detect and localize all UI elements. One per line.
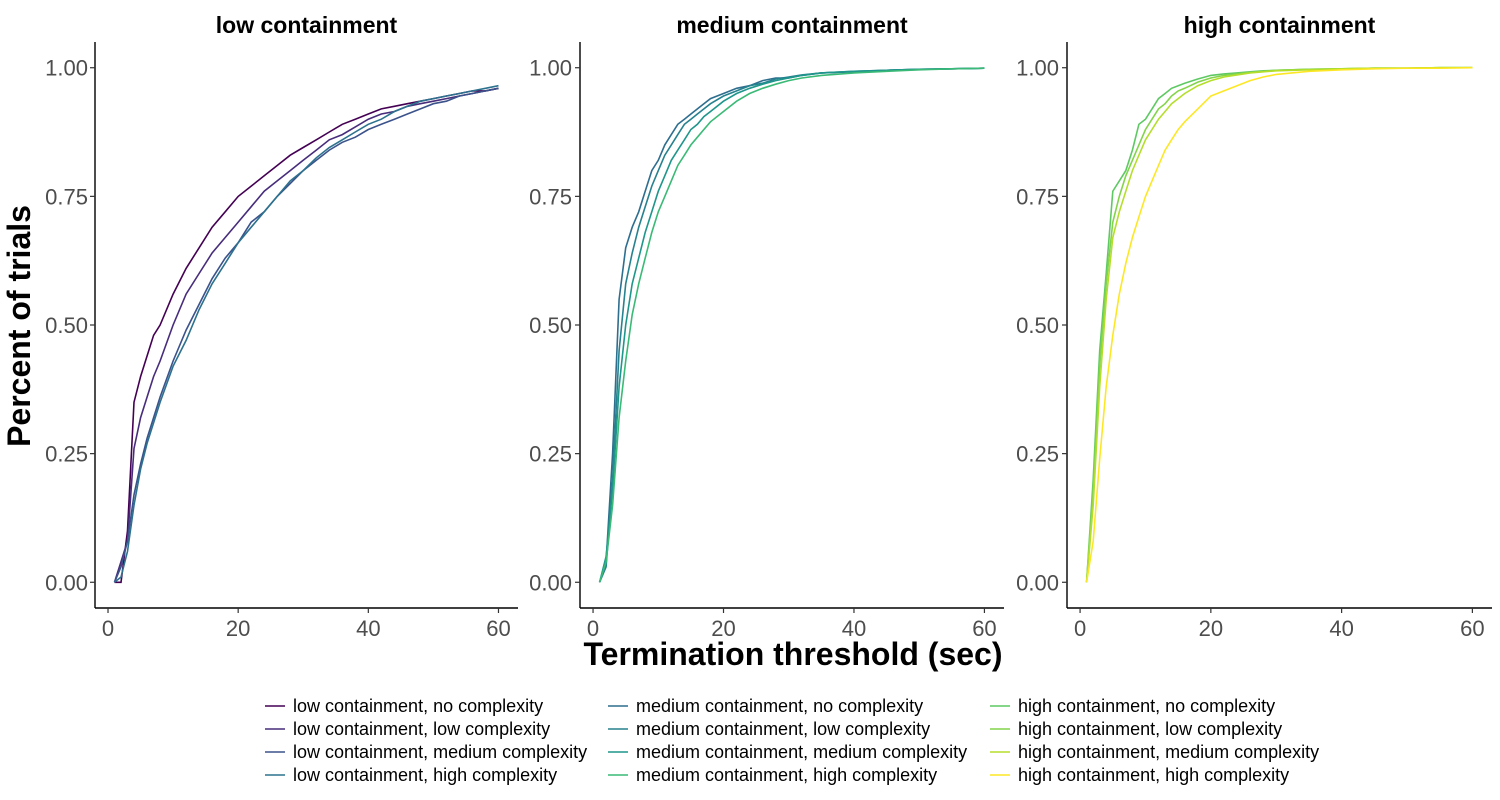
legend-label: low containment, high complexity: [293, 765, 557, 785]
x-tick-label: 20: [1199, 616, 1223, 641]
x-tick-label: 60: [486, 616, 510, 641]
legend-item: low containment, no complexity: [265, 696, 543, 716]
legend-label: low containment, low complexity: [293, 719, 550, 739]
legend-item: high containment, low complexity: [990, 719, 1282, 739]
legend-label: high containment, high complexity: [1018, 765, 1289, 785]
series-line: [598, 67, 985, 583]
legend-item: high containment, no complexity: [990, 696, 1275, 716]
y-tick-label: 1.00: [45, 56, 88, 81]
series-line: [598, 67, 985, 583]
legend-item: medium containment, low complexity: [608, 719, 930, 739]
y-tick-label: 0.75: [45, 184, 88, 209]
y-tick-label: 0.50: [1016, 313, 1059, 338]
legend-label: low containment, medium complexity: [293, 742, 587, 762]
x-tick-label: 0: [102, 616, 114, 641]
y-tick-label: 0.25: [529, 442, 572, 467]
legend-item: medium containment, medium complexity: [608, 742, 967, 762]
y-tick-label: 0.00: [1016, 570, 1059, 595]
y-tick-label: 0.25: [1016, 442, 1059, 467]
x-tick-label: 20: [226, 616, 250, 641]
series-line: [114, 87, 499, 584]
series-line: [1085, 66, 1473, 583]
y-tick-label: 1.00: [529, 56, 572, 81]
y-tick-label: 0.75: [529, 184, 572, 209]
panel-title: high containment: [1184, 12, 1376, 38]
y-tick-label: 0.00: [529, 570, 572, 595]
x-tick-label: 60: [1460, 616, 1484, 641]
legend-item: low containment, low complexity: [265, 719, 550, 739]
legend-label: medium containment, medium complexity: [636, 742, 967, 762]
legend-label: low containment, no complexity: [293, 696, 543, 716]
x-axis-title: Termination threshold (sec): [583, 636, 1002, 672]
y-tick-label: 0.75: [1016, 184, 1059, 209]
y-tick-label: 0.25: [45, 442, 88, 467]
y-tick-label: 0.50: [529, 313, 572, 338]
panel-1: low containment 0.00 0.25 0.50 0.75 1.00 0 20 40…: [45, 12, 518, 641]
series-line: [1085, 66, 1473, 583]
legend-item: high containment, medium complexity: [990, 742, 1319, 762]
panel-title: medium containment: [676, 12, 908, 38]
legend-label: medium containment, high complexity: [636, 765, 937, 785]
legend-label: medium containment, no complexity: [636, 696, 923, 716]
legend-label: high containment, no complexity: [1018, 696, 1275, 716]
panel-3: high containment 0.00 0.25 0.50 0.75 1.00 0 20 4…: [1016, 12, 1492, 641]
x-tick-label: 60: [972, 616, 996, 641]
legend-item: low containment, high complexity: [265, 765, 557, 785]
legend-item: medium containment, high complexity: [608, 765, 937, 785]
legend-item: medium containment, no complexity: [608, 696, 923, 716]
panels-layer: low containment 0.00 0.25 0.50 0.75 1.00 0 20 40…: [45, 12, 1492, 641]
series-line: [113, 87, 499, 583]
series-line: [1085, 66, 1473, 583]
series-line: [598, 67, 985, 583]
panel-2: medium containment 0.00 0.25 0.50 0.75 1.00 0 2…: [529, 12, 1004, 641]
legend-label: high containment, low complexity: [1018, 719, 1282, 739]
series-line: [114, 84, 499, 583]
legend-label: high containment, medium complexity: [1018, 742, 1319, 762]
legend-item: high containment, high complexity: [990, 765, 1289, 785]
panel-title: low containment: [216, 12, 398, 38]
series-line: [598, 67, 985, 583]
legend-label: medium containment, low complexity: [636, 719, 930, 739]
x-tick-label: 0: [587, 616, 599, 641]
series-line: [113, 87, 499, 583]
series-line: [1085, 66, 1473, 583]
legend-item: low containment, medium complexity: [265, 742, 587, 762]
legend: low containment, no complexity low contai…: [265, 696, 1319, 785]
y-axis-title: Percent of trials: [1, 205, 37, 447]
x-tick-label: 20: [711, 616, 735, 641]
x-tick-label: 0: [1074, 616, 1086, 641]
x-tick-label: 40: [356, 616, 380, 641]
y-tick-label: 0.50: [45, 313, 88, 338]
x-tick-label: 40: [1329, 616, 1353, 641]
y-tick-label: 1.00: [1016, 56, 1059, 81]
x-tick-label: 40: [842, 616, 866, 641]
y-tick-label: 0.00: [45, 570, 88, 595]
